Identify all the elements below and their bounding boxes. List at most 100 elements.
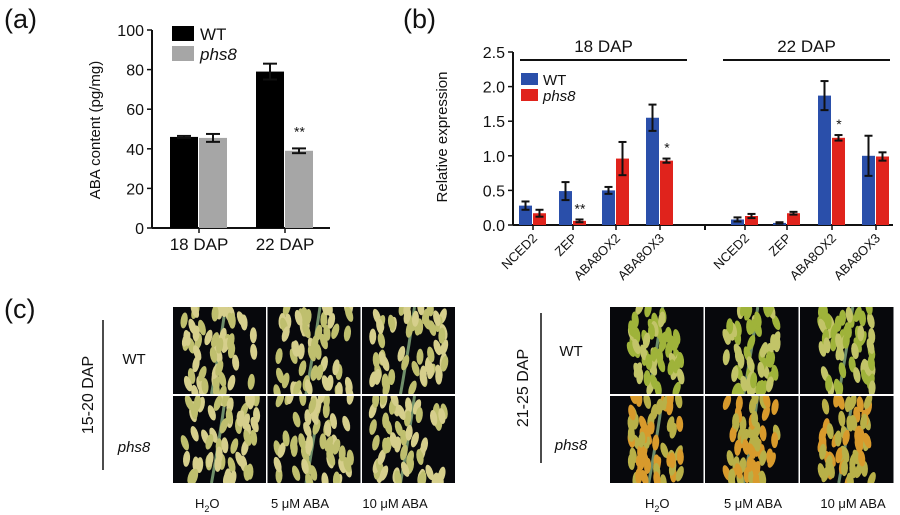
grain [222, 470, 231, 483]
grain [755, 380, 763, 394]
grain [291, 465, 301, 481]
x-tick-label: ABA8OX3 [831, 231, 884, 284]
grain [369, 419, 377, 435]
grain [335, 381, 343, 394]
grain [390, 396, 399, 407]
grain [249, 327, 257, 344]
grain [747, 443, 756, 459]
grain [853, 367, 861, 383]
grain [753, 435, 761, 452]
grain [628, 404, 636, 421]
grain [866, 338, 875, 354]
grain [676, 448, 684, 465]
grain [420, 437, 429, 454]
y-tick-label: 20 [126, 181, 144, 198]
grain [379, 465, 389, 481]
grain [419, 370, 427, 386]
grain [193, 396, 201, 411]
grain [180, 435, 189, 451]
grain [243, 430, 252, 446]
grain [740, 375, 748, 392]
stage-label-left: 15-20 DAP [80, 356, 97, 434]
grain [427, 346, 435, 363]
panicle-photo [173, 307, 266, 394]
grain [671, 335, 680, 351]
grain [387, 314, 396, 331]
panicle-photo [362, 307, 455, 394]
grain [209, 346, 218, 363]
grain [653, 471, 661, 483]
grain [332, 471, 340, 483]
grain [405, 424, 413, 441]
treatment-label-h2o: H2O [645, 496, 670, 514]
grain [323, 324, 331, 341]
y-tick-label: 0 [135, 221, 144, 238]
grain [204, 329, 213, 346]
grain [840, 460, 849, 477]
grain [667, 359, 675, 376]
chart-a: ABA content (pg/mg) 0 20 40 60 80 100 18 DAP 22… [87, 23, 330, 254]
grain [230, 438, 239, 454]
grain [345, 384, 354, 394]
grain [247, 373, 255, 390]
grain [638, 415, 648, 432]
grain [848, 396, 857, 411]
bar-phs8-18-DAP [199, 137, 227, 228]
panel-b-label: (b) [403, 4, 436, 34]
grain [635, 396, 643, 407]
grain [848, 356, 856, 373]
grain [771, 432, 779, 449]
grain [415, 407, 423, 424]
grain [761, 405, 770, 421]
grain [221, 437, 229, 454]
grain [213, 396, 223, 411]
grain [215, 337, 224, 354]
grain [835, 333, 843, 350]
grain [746, 319, 754, 335]
y-tick-label: 2.0 [483, 80, 505, 97]
grain [666, 416, 675, 432]
grain [863, 432, 872, 449]
grain [654, 381, 662, 394]
grain [675, 466, 684, 482]
grain [211, 307, 219, 322]
grain [299, 396, 307, 406]
grain [417, 307, 425, 316]
grain [388, 369, 396, 386]
grain [860, 413, 868, 430]
grain [638, 431, 646, 448]
grain [833, 396, 841, 408]
grain [759, 450, 767, 466]
grain [438, 327, 446, 344]
grain [739, 307, 748, 317]
grain [846, 472, 854, 483]
grain [372, 352, 380, 369]
grain [858, 450, 866, 467]
grain [732, 412, 740, 429]
grain [722, 328, 731, 345]
y-axis-label: ABA content (pg/mg) [87, 61, 104, 199]
grain [197, 319, 206, 336]
grain [297, 343, 305, 360]
photo-panel: 15-20 DAP WT phs8 21-25 DAP WT phs8 H2O 5… [80, 307, 894, 514]
grain [643, 396, 652, 409]
panicle-photo [610, 396, 704, 483]
grain [759, 342, 768, 358]
grain [281, 326, 290, 342]
grain [438, 408, 446, 424]
grain [250, 343, 258, 360]
grain [227, 374, 236, 391]
grain [422, 314, 431, 330]
grain [676, 415, 684, 432]
grain [293, 380, 302, 394]
grain [430, 409, 438, 426]
grain [243, 464, 251, 481]
grain [281, 372, 290, 389]
legend-swatch-phs8 [521, 89, 538, 101]
grain [425, 464, 434, 481]
grain [286, 396, 294, 405]
grain [405, 397, 413, 414]
grain [658, 336, 667, 353]
grain [394, 436, 402, 453]
grain [382, 437, 390, 454]
